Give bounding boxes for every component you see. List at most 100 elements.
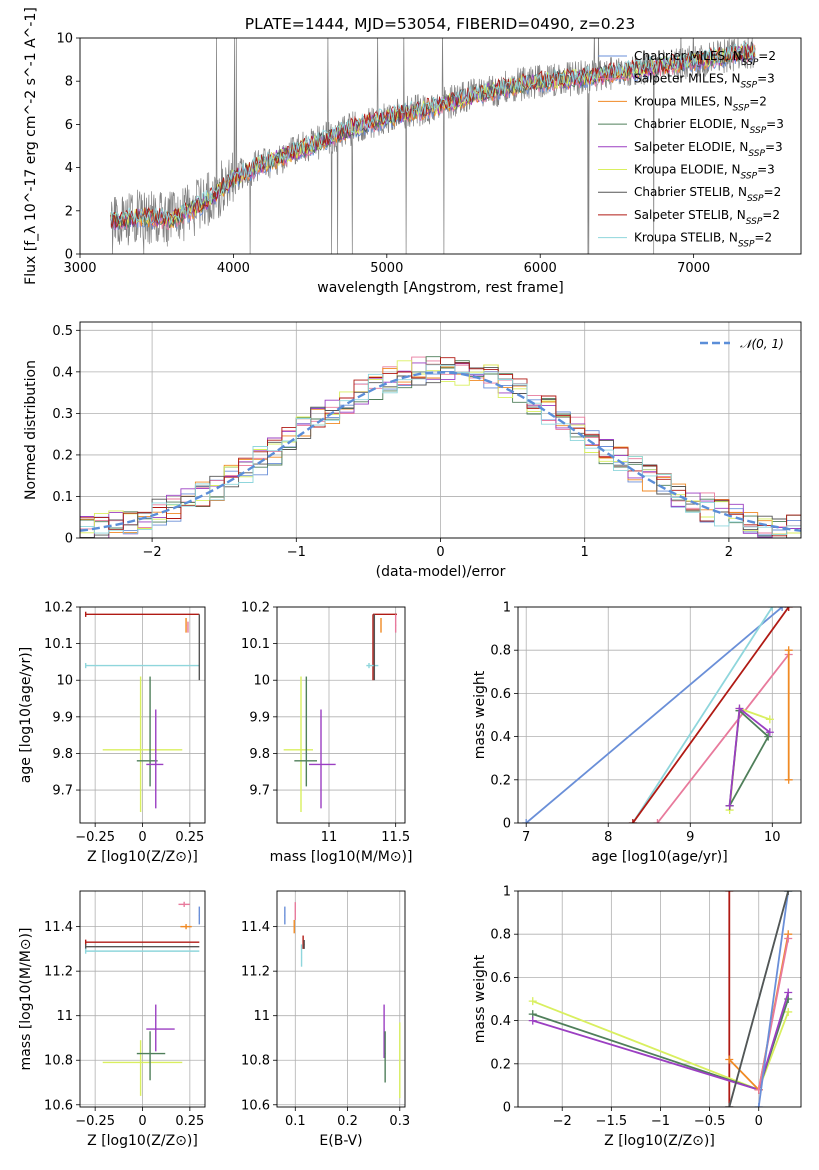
y-tick-label: 0 xyxy=(65,532,73,547)
x-tick-label: 5000 xyxy=(370,261,403,276)
weight-marker xyxy=(528,1016,537,1025)
error-bar-point xyxy=(84,662,200,669)
error-bar-point xyxy=(84,948,200,954)
x-tick-label: 0.25 xyxy=(175,1114,204,1129)
error-bar-point xyxy=(146,709,164,809)
y-axis-label: Normed distribution xyxy=(23,360,39,500)
y-tick-label: 4 xyxy=(65,161,73,176)
x-tick-label: −1 xyxy=(651,1114,670,1129)
legend-label: Salpeter ELODIE, NSSP=3 xyxy=(634,140,783,159)
y-tick-label: 0.3 xyxy=(52,407,73,422)
panel-Z-mass: −0.25 0 0.25 10.6 10.8 11 11.2 11.4 Z [log10(Z/Z… xyxy=(18,890,206,1149)
weight-marker xyxy=(768,607,777,611)
error-bar-point xyxy=(178,901,190,907)
x-tick-label: 0.1 xyxy=(285,1114,306,1129)
weight-marker xyxy=(784,607,793,611)
y-tick-label: 1 xyxy=(503,601,511,616)
error-bar-point xyxy=(187,621,189,633)
y-tick-label: 0.8 xyxy=(490,928,511,943)
x-tick-label: −0.25 xyxy=(75,830,115,845)
plot-area-mass-age xyxy=(283,613,397,813)
x-tick-label: 11.5 xyxy=(381,830,410,845)
y-tick-label: 11.4 xyxy=(44,920,73,935)
weight-marker xyxy=(784,934,793,943)
plot-area-Z-mass xyxy=(84,901,201,1096)
axes-frame xyxy=(517,890,802,1108)
x-tick-label: 7 xyxy=(522,830,530,845)
y-tick-label: 6 xyxy=(65,118,73,133)
x-tick-label: 9 xyxy=(686,830,694,845)
y-tick-label: 0.2 xyxy=(52,448,73,463)
y-tick-label: 9.8 xyxy=(52,747,73,762)
y-tick-label: 9.8 xyxy=(249,747,270,762)
error-bar-point xyxy=(373,614,376,681)
weight-marker xyxy=(528,997,537,1006)
x-tick-label: −2 xyxy=(143,545,162,560)
plot-area-spectrum xyxy=(110,38,756,254)
weight-marker xyxy=(653,819,662,823)
legend-label: Kroupa MILES, NSSP=2 xyxy=(634,94,767,113)
error-bar-point xyxy=(300,944,303,967)
panel-ebv-mass: 0.1 0.2 0.3 10.6 10.8 11 11.2 11.4 E(B-V) xyxy=(241,890,410,1149)
error-bar-point xyxy=(84,611,200,617)
weight-marker xyxy=(764,732,773,741)
x-tick-label: 4000 xyxy=(217,261,250,276)
error-bar-point xyxy=(102,1040,183,1096)
y-tick-label: 0 xyxy=(503,817,511,832)
x-tick-label: 11 xyxy=(321,830,338,845)
normal-curve xyxy=(80,371,801,532)
y-tick-label: 10.8 xyxy=(44,1054,73,1069)
x-tick-label: 0.3 xyxy=(389,1114,410,1129)
y-tick-label: 10.8 xyxy=(241,1054,270,1069)
x-tick-label: 8 xyxy=(604,830,612,845)
error-bar-point xyxy=(198,614,201,681)
y-tick-label: 10 xyxy=(253,674,270,689)
y-tick-label: 0 xyxy=(65,248,73,263)
y-tick-label: 11 xyxy=(56,1009,73,1024)
x-tick-label: 0.2 xyxy=(337,1114,358,1129)
legend-label: Chabrier STELIB, NSSP=2 xyxy=(634,185,781,204)
plot-area-Z-age xyxy=(84,611,201,813)
legend-label: Salpeter MILES, NSSP=3 xyxy=(634,72,775,91)
error-bar-point xyxy=(84,944,200,950)
error-bar-point xyxy=(294,676,317,787)
x-axis-label: Z [log10(Z/Z⊙)] xyxy=(604,1133,715,1149)
weight-marker xyxy=(765,715,774,724)
plot-area-residuals xyxy=(80,356,801,538)
error-bar-point xyxy=(294,902,296,920)
weight-marker xyxy=(725,891,734,895)
x-axis-label: Z [log10(Z/Z⊙)] xyxy=(87,849,198,865)
x-tick-label: −0.5 xyxy=(694,1114,726,1129)
legend-label: Kroupa ELODIE, NSSP=3 xyxy=(634,163,775,182)
y-tick-label: 0.8 xyxy=(490,644,511,659)
error-bar-point xyxy=(380,617,382,633)
residual-histogram xyxy=(80,364,801,538)
panel-residuals: −2 −1 0 1 2 0 0.1 0.2 0.3 0.4 0.5 (data-model)/erro… xyxy=(23,321,802,580)
x-axis-label: Z [log10(Z/Z⊙)] xyxy=(87,1133,198,1149)
error-bar-point xyxy=(399,1022,401,1099)
weight-marker xyxy=(784,891,793,895)
error-bar-point xyxy=(302,935,304,949)
x-tick-label: 3000 xyxy=(63,261,96,276)
axes-frame xyxy=(276,606,406,824)
error-bar-point xyxy=(102,676,183,813)
weight-marker xyxy=(784,1007,793,1016)
spectrum-legend: Chabrier MILES, NSSP=2 Salpeter MILES, NS… xyxy=(598,49,784,250)
x-tick-label: 10 xyxy=(764,830,781,845)
weight-marker xyxy=(628,819,637,823)
legend-label: Chabrier ELODIE, NSSP=3 xyxy=(634,117,784,136)
error-bar-point xyxy=(283,676,313,813)
panel-Z-weight: −2 −1.5 −1 −0.5 0 0 0.2 0.4 0.6 0.8 1 Z [log10(Z/Z⊙… xyxy=(472,885,802,1149)
x-tick-label: −0.25 xyxy=(75,1114,115,1129)
plot-area-ebv-mass xyxy=(284,902,401,1099)
weight-marker xyxy=(725,801,734,810)
y-tick-label: 10.6 xyxy=(44,1098,73,1113)
x-axis-label: (data-model)/error xyxy=(376,564,506,580)
y-tick-label: 10.2 xyxy=(241,601,270,616)
y-tick-label: 0 xyxy=(503,1101,511,1116)
error-bar-point xyxy=(84,939,200,945)
plot-area-age-weight xyxy=(522,607,793,823)
axes-frame xyxy=(79,37,802,255)
y-tick-label: 11.2 xyxy=(241,965,270,980)
error-bar-point xyxy=(136,1031,166,1081)
